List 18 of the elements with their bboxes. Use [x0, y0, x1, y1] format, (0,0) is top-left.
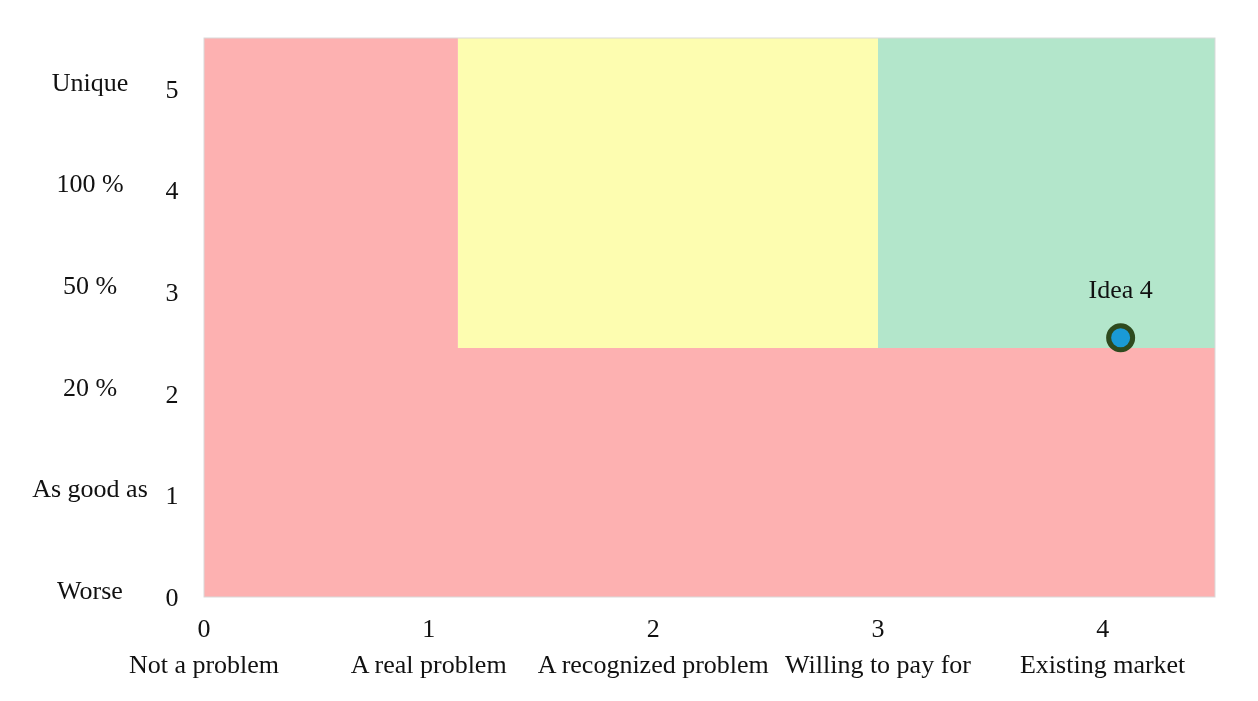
- text: 50 %: [62, 271, 118, 301]
- text: As good as: [32, 474, 148, 504]
- y-tick-label: 0: [165, 583, 179, 612]
- text: 20 %: [62, 372, 118, 402]
- x-tick-label: 1 A real problem: [350, 614, 507, 679]
- y-tick-label: 3: [165, 278, 179, 308]
- y-tick-label: 2: [165, 379, 179, 409]
- x-tick-label: 2 A recognized problem: [537, 614, 769, 679]
- x-tick-label: 0 Not a problem: [128, 614, 280, 679]
- x-tick-label: 3 Willing to pay for: [785, 614, 972, 679]
- text: Unique: [51, 67, 129, 97]
- y-tick-label: 5: [165, 74, 179, 104]
- x-tick-label: 4 Existing market: [1019, 614, 1187, 679]
- text: Worse: [57, 576, 123, 605]
- y-tick-label: 1: [165, 481, 179, 511]
- annotation: Idea 4: [1088, 274, 1153, 304]
- y-tick-label: 4: [165, 176, 179, 206]
- text: 100 %: [56, 169, 124, 199]
